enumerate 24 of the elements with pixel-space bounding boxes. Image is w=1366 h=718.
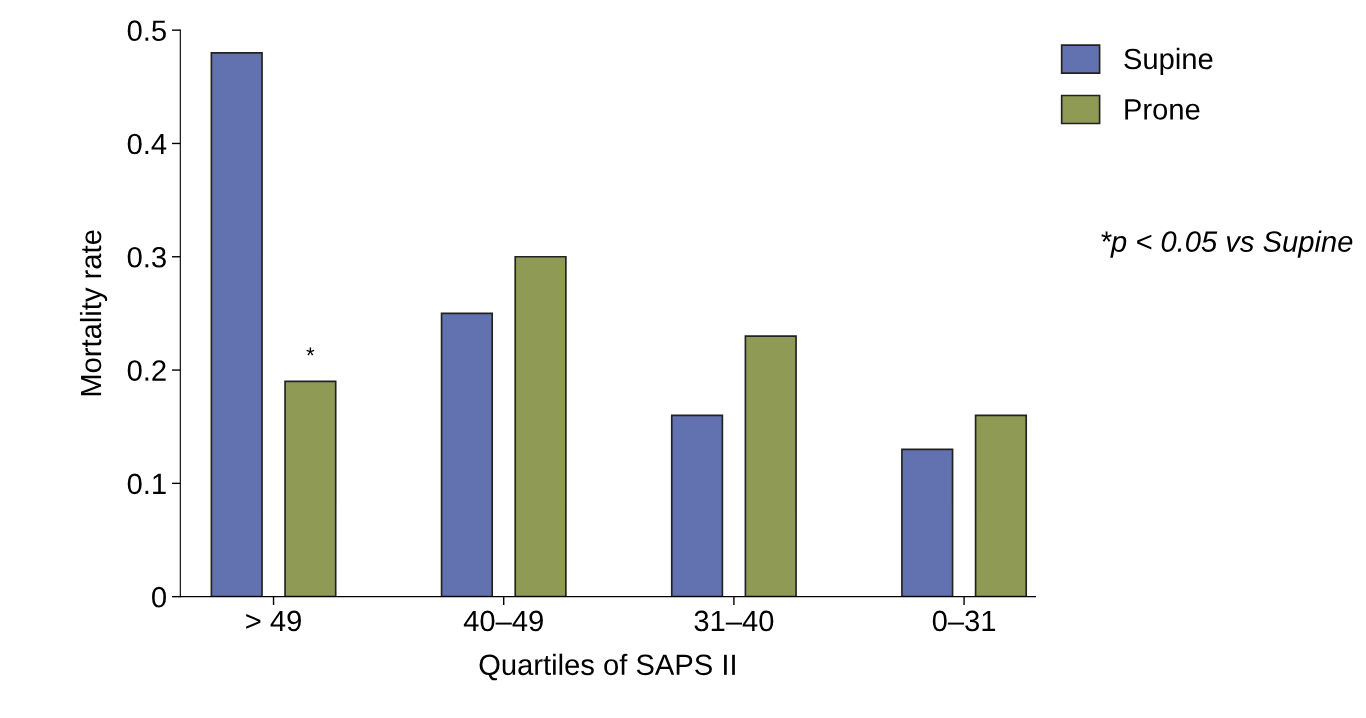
bar [744,335,797,597]
bar [901,448,954,597]
y-tick-label: 0 [152,586,166,608]
legend-label: Supine [1124,47,1213,76]
x-tick-label: 31–40 [694,610,774,632]
x-tick-label: 0–31 [932,610,996,632]
x-axis-title: Quartiles of SAPS II [479,653,735,681]
x-tick-label: > 49 [246,610,301,632]
y-axis-title: Mortality rate [79,230,108,396]
y-tick-label: 0.2 [127,360,166,381]
bar [974,414,1028,597]
x-tick-label: 40–49 [463,610,543,632]
y-tick-label: 0.4 [127,133,167,155]
legend-label: Prone [1125,99,1200,120]
bar [284,380,337,597]
y-tick-label: 0.1 [127,473,166,495]
text: *p < 0.05 vs Supine [1101,230,1353,258]
data-label: * [306,347,315,356]
bar [514,255,567,597]
y-tick-label: 0.5 [127,20,166,42]
bar [440,312,494,597]
bar [210,51,263,597]
y-tick-label: 0.3 [127,246,166,268]
bar [670,414,724,597]
